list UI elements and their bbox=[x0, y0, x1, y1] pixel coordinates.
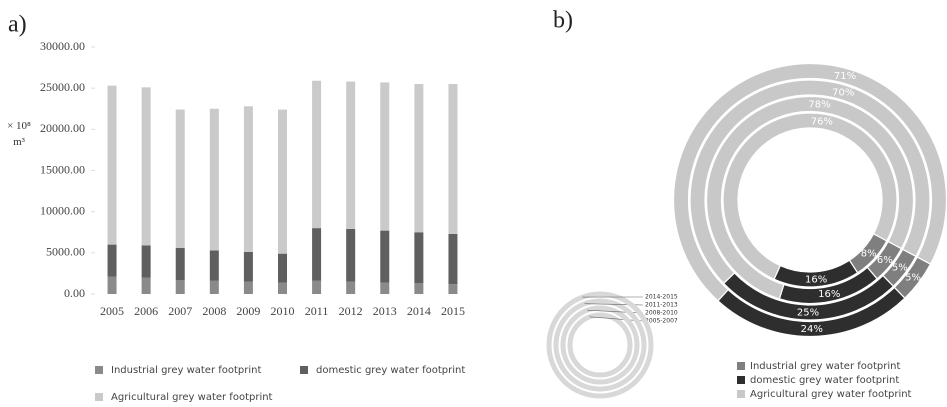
legend-swatch bbox=[737, 362, 745, 370]
bar-segment bbox=[141, 277, 151, 294]
ring-legend-label: 2011-2013 bbox=[645, 302, 678, 309]
donut-segment bbox=[689, 79, 931, 285]
bar-segment bbox=[278, 282, 287, 294]
x-tick-label: 2013 bbox=[373, 304, 397, 318]
x-tick-label: 2014 bbox=[407, 304, 431, 318]
bar-segment bbox=[414, 283, 424, 294]
bar-segment bbox=[107, 244, 117, 277]
panel-label: a) bbox=[8, 12, 27, 38]
x-tick-label: 2015 bbox=[441, 304, 465, 318]
x-tick-label: 2008 bbox=[202, 304, 226, 318]
bar-segment bbox=[414, 84, 424, 233]
bar-segment bbox=[175, 247, 185, 281]
data-label: 5% bbox=[892, 263, 908, 274]
bar-segment bbox=[346, 281, 356, 294]
data-label: 16% bbox=[805, 274, 827, 285]
bar-segment bbox=[346, 81, 356, 229]
legend-swatch bbox=[737, 390, 745, 398]
legend-label: domestic grey water footprint bbox=[750, 375, 899, 386]
legend-ring bbox=[560, 305, 640, 385]
legend-label: domestic grey water footprint bbox=[316, 365, 465, 376]
data-label: 25% bbox=[797, 307, 819, 318]
y-tick-label: 15000.00 bbox=[40, 162, 85, 176]
bar-segment bbox=[414, 232, 424, 284]
bar-segment bbox=[209, 280, 219, 294]
bar-segment bbox=[141, 87, 151, 246]
legend-label: Industrial grey water footprint bbox=[111, 365, 261, 376]
x-tick-label: 2007 bbox=[168, 304, 192, 318]
bar-segment bbox=[448, 284, 458, 294]
bar-segment bbox=[278, 253, 287, 283]
bar-segment bbox=[107, 276, 117, 294]
bar-segment bbox=[243, 252, 253, 282]
x-tick-label: 2005 bbox=[100, 304, 124, 318]
legend-ring bbox=[553, 298, 647, 392]
bar-segment bbox=[448, 84, 458, 234]
bar-segment bbox=[448, 233, 458, 285]
bar-segment bbox=[209, 108, 219, 251]
donut-segment bbox=[722, 112, 898, 281]
x-tick-label: 2006 bbox=[134, 304, 158, 318]
bar-segment bbox=[175, 280, 185, 294]
bar-segment bbox=[312, 228, 322, 281]
data-label: 71% bbox=[834, 71, 856, 82]
data-label: 70% bbox=[832, 88, 854, 99]
legend-label: Industrial grey water footprint bbox=[750, 361, 900, 372]
data-label: 16% bbox=[818, 289, 840, 300]
y-tick-label: 5000.00 bbox=[46, 245, 85, 259]
bar-segment bbox=[107, 85, 117, 245]
y-tick-label: 10000.00 bbox=[40, 203, 85, 217]
data-label: 24% bbox=[801, 324, 823, 335]
legend-label: Agricultural grey water footprint bbox=[750, 389, 912, 400]
legend-ring bbox=[546, 291, 654, 399]
donut-segment bbox=[705, 95, 915, 300]
data-label: 78% bbox=[808, 99, 830, 110]
bar-segment bbox=[380, 230, 390, 283]
y-tick-label: 25000.00 bbox=[40, 80, 85, 94]
bar-segment bbox=[278, 109, 287, 254]
legend-swatch bbox=[95, 366, 103, 374]
data-label: 6% bbox=[877, 255, 893, 266]
legend-swatch bbox=[737, 376, 745, 384]
ring-legend-label: 2005-2007 bbox=[645, 318, 678, 325]
x-tick-label: 2010 bbox=[271, 304, 295, 318]
bar-segment bbox=[346, 228, 356, 282]
bar-segment bbox=[175, 109, 185, 248]
legend-ring bbox=[567, 312, 633, 378]
bar-segment bbox=[312, 80, 322, 229]
y-tick-label: 20000.00 bbox=[40, 121, 85, 135]
legend-swatch bbox=[95, 393, 103, 401]
legend-label: Agricultural grey water footprint bbox=[111, 392, 273, 403]
bar-segment bbox=[243, 106, 253, 253]
bar-segment bbox=[380, 82, 390, 231]
legend-leader bbox=[587, 309, 644, 314]
bar-segment bbox=[312, 280, 322, 294]
ring-legend-label: 2008-2010 bbox=[645, 310, 678, 317]
y-tick-label: 30000.00 bbox=[40, 39, 85, 53]
x-tick-label: 2009 bbox=[236, 304, 260, 318]
data-label: 8% bbox=[861, 249, 877, 260]
x-tick-label: 2012 bbox=[339, 304, 363, 318]
bar-segment bbox=[141, 245, 151, 278]
ring-legend-label: 2014-2015 bbox=[645, 294, 678, 301]
donut-segment bbox=[672, 62, 947, 302]
legend-swatch bbox=[300, 366, 308, 374]
y-tick-label: 0.00 bbox=[64, 286, 85, 300]
panel-label: b) bbox=[553, 8, 573, 34]
y-axis-label: × 10⁸ m³ bbox=[7, 120, 31, 148]
bar-segment bbox=[380, 282, 390, 294]
data-label: 5% bbox=[905, 273, 921, 284]
data-label: 76% bbox=[811, 116, 833, 127]
bar-segment bbox=[243, 281, 253, 294]
bar-segment bbox=[209, 250, 219, 281]
x-tick-label: 2011 bbox=[305, 304, 329, 318]
